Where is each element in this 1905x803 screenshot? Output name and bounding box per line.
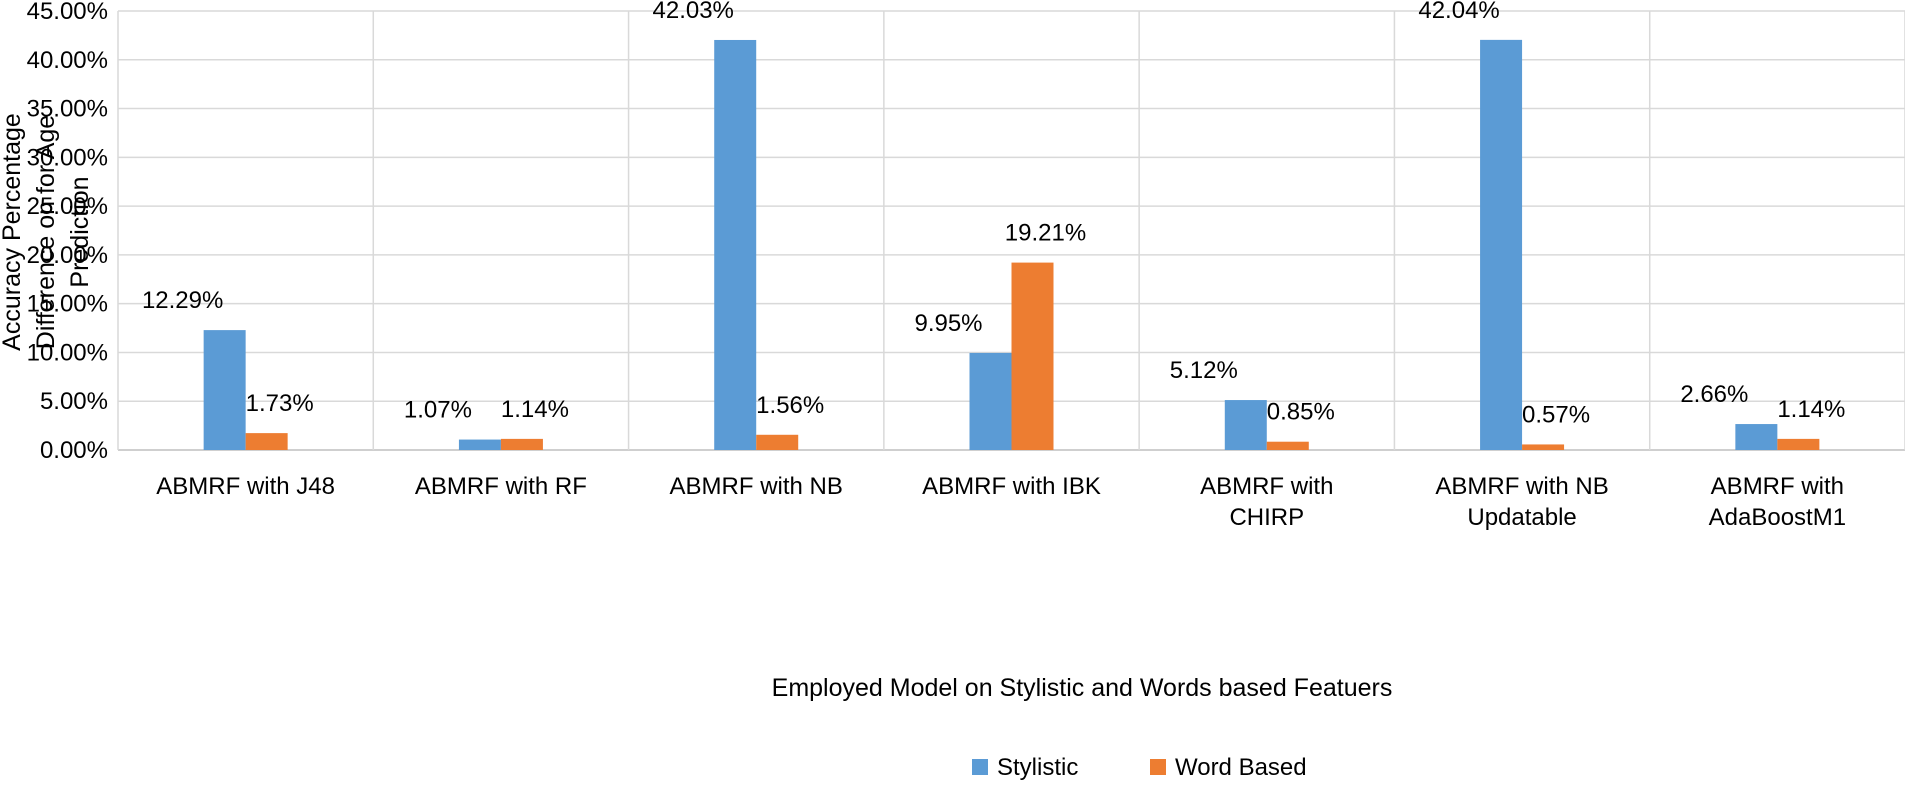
x-tick-label: ABMRF with J48 [156, 473, 335, 500]
y-tick-label: 0.00% [40, 437, 108, 464]
data-label: 1.14% [1777, 396, 1845, 423]
x-tick-label: ABMRF with [1200, 473, 1333, 500]
data-label: 12.29% [142, 287, 223, 314]
data-label: 1.07% [404, 397, 472, 424]
data-label: 1.14% [501, 396, 569, 423]
x-tick-label: ABMRF with NB [670, 473, 843, 500]
data-labels: 12.29% 1.07% 42.03% 9.95% 5.12% 42.04% 2.66% 1.… [142, 0, 1845, 428]
y-tick-label: 40.00% [27, 47, 108, 74]
y-axis-title-line: Difference on for Age [32, 115, 60, 349]
gridlines [117, 10, 1905, 451]
x-tick-label: ABMRF with NB [1435, 473, 1608, 500]
data-label: 1.73% [246, 390, 314, 417]
legend: Stylistic Word Based [972, 754, 1307, 781]
data-label: 5.12% [1170, 357, 1238, 384]
bar-stylistic [203, 330, 246, 450]
legend-swatch [1150, 759, 1166, 775]
bar-stylistic [1735, 424, 1778, 450]
bar-stylistic [969, 352, 1012, 450]
bar-word-based [1777, 438, 1820, 450]
bar-stylistic [1480, 39, 1523, 451]
bar-word-based [500, 438, 543, 450]
data-label: 19.21% [1005, 220, 1086, 247]
y-tick-label: 10.00% [27, 339, 108, 366]
y-tick-label: 15.00% [27, 291, 108, 318]
legend-label: Stylistic [997, 754, 1078, 781]
bars [203, 39, 1820, 451]
y-axis-title-line: Accuracy Percentage [0, 113, 26, 351]
data-label: 42.04% [1418, 0, 1499, 24]
data-label: 0.85% [1267, 399, 1335, 426]
x-tick-label: ABMRF with [1711, 473, 1844, 500]
bar-word-based [756, 434, 799, 450]
y-axis-ticks: 0.00% 5.00% 10.00% 15.00% 20.00% 25.00% 30.00%… [27, 0, 108, 464]
y-tick-label: 5.00% [40, 388, 108, 415]
x-axis-categories: ABMRF with J48 ABMRF with RF ABMRF with NB… [156, 473, 1846, 531]
bar-word-based [1011, 262, 1054, 450]
bar-stylistic [714, 39, 757, 450]
data-label: 9.95% [914, 310, 982, 337]
legend-swatch [972, 759, 988, 775]
y-tick-label: 20.00% [27, 242, 108, 269]
bar-word-based [1522, 444, 1565, 450]
x-axis-title: Employed Model on Stylistic and Words ba… [772, 674, 1393, 702]
y-tick-label: 25.00% [27, 193, 108, 220]
y-tick-label: 45.00% [27, 0, 108, 25]
x-tick-label: ABMRF with RF [415, 473, 587, 500]
bar-word-based [1266, 441, 1309, 450]
data-label: 1.56% [756, 392, 824, 419]
y-tick-label: 35.00% [27, 96, 108, 123]
data-label: 42.03% [653, 0, 734, 24]
y-tick-label: 30.00% [27, 144, 108, 171]
bar-word-based [245, 433, 288, 450]
bar-stylistic [458, 439, 501, 450]
y-axis-title: Accuracy Percentage Difference on for Age… [0, 113, 94, 351]
legend-label: Word Based [1175, 754, 1307, 781]
bar-stylistic [1224, 400, 1267, 450]
data-label: 2.66% [1680, 381, 1748, 408]
x-tick-label: AdaBoostM1 [1709, 504, 1846, 531]
y-axis-title-line: Prediction [66, 176, 94, 287]
x-tick-label: CHIRP [1229, 504, 1304, 531]
x-tick-label: ABMRF with IBK [922, 473, 1101, 500]
x-tick-label: Updatable [1467, 504, 1576, 531]
data-label: 0.57% [1522, 401, 1590, 428]
